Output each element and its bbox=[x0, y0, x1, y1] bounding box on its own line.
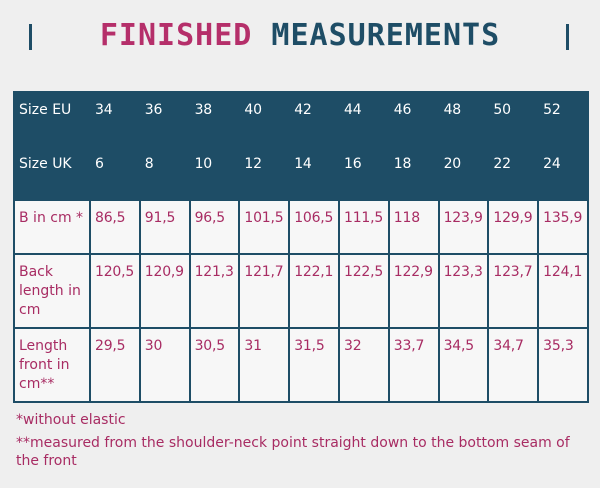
cell-front-length-7: 34,5 bbox=[437, 327, 490, 403]
cell-front-length-4: 31,5 bbox=[288, 327, 340, 403]
cell-size-uk-5: 16 bbox=[337, 145, 390, 201]
cell-back-length-4: 122,1 bbox=[288, 253, 340, 329]
cell-back-length-5: 122,5 bbox=[337, 253, 390, 329]
cell-bust-0: 86,5 bbox=[89, 199, 141, 255]
cell-size-eu-6: 46 bbox=[387, 91, 440, 147]
cell-bust-2: 96,5 bbox=[188, 199, 241, 255]
cell-front-length-0: 29,5 bbox=[89, 327, 141, 403]
title-part-measurements: MEASUREMENTS bbox=[271, 18, 501, 53]
row-label-size-eu: Size EU bbox=[13, 91, 91, 147]
row-label-bust: B in cm * bbox=[13, 199, 91, 255]
cell-bust-6: 118 bbox=[387, 199, 440, 255]
cell-front-length-6: 33,7 bbox=[387, 327, 440, 403]
cell-size-uk-9: 24 bbox=[537, 145, 589, 201]
cell-bust-9: 135,9 bbox=[537, 199, 589, 255]
cell-front-length-9: 35,3 bbox=[537, 327, 589, 403]
cell-size-eu-9: 52 bbox=[537, 91, 589, 147]
cell-bust-4: 106,5 bbox=[288, 199, 340, 255]
row-label-size-uk: Size UK bbox=[13, 145, 91, 201]
cell-back-length-3: 121,7 bbox=[238, 253, 291, 329]
cell-size-uk-3: 12 bbox=[238, 145, 291, 201]
cell-size-uk-7: 20 bbox=[437, 145, 490, 201]
table-row-size-eu: Size EU 34 36 38 40 42 44 46 48 50 52 bbox=[13, 91, 589, 147]
cell-front-length-5: 32 bbox=[337, 327, 390, 403]
title-row: FINISHED MEASUREMENTS bbox=[0, 12, 600, 62]
table-row-size-uk: Size UK 6 8 10 12 14 16 18 20 22 24 bbox=[13, 145, 589, 201]
cell-size-eu-4: 42 bbox=[288, 91, 340, 147]
cell-size-eu-3: 40 bbox=[238, 91, 291, 147]
cell-back-length-6: 122,9 bbox=[387, 253, 440, 329]
table-row-back-length: Back length in cm 120,5 120,9 121,3 121,7 122… bbox=[13, 253, 589, 329]
cell-size-eu-2: 38 bbox=[188, 91, 241, 147]
footnote-front-length: **measured from the shoulder-neck point … bbox=[16, 435, 570, 469]
title-left-bar bbox=[29, 24, 32, 50]
cell-size-eu-5: 44 bbox=[337, 91, 390, 147]
table-row-bust: B in cm * 86,5 91,5 96,5 101,5 106,5 111,5 118 1… bbox=[13, 199, 589, 255]
cell-size-eu-7: 48 bbox=[437, 91, 490, 147]
cell-front-length-2: 30,5 bbox=[188, 327, 241, 403]
cell-bust-3: 101,5 bbox=[238, 199, 291, 255]
cell-back-length-1: 120,9 bbox=[138, 253, 191, 329]
cell-size-eu-8: 50 bbox=[487, 91, 540, 147]
cell-back-length-9: 124,1 bbox=[537, 253, 589, 329]
cell-size-uk-1: 8 bbox=[138, 145, 191, 201]
cell-back-length-0: 120,5 bbox=[89, 253, 141, 329]
cell-size-eu-1: 36 bbox=[138, 91, 191, 147]
cell-size-uk-6: 18 bbox=[387, 145, 440, 201]
cell-bust-1: 91,5 bbox=[138, 199, 191, 255]
row-label-front-length: Length front in cm** bbox=[13, 327, 91, 403]
row-label-back-length: Back length in cm bbox=[13, 253, 91, 329]
cell-size-uk-0: 6 bbox=[89, 145, 141, 201]
footnotes: *without elastic **measured from the sho… bbox=[16, 411, 586, 470]
title-part-finished: FINISHED bbox=[99, 18, 253, 53]
cell-back-length-7: 123,3 bbox=[437, 253, 490, 329]
cell-size-uk-8: 22 bbox=[487, 145, 540, 201]
cell-front-length-3: 31 bbox=[238, 327, 291, 403]
cell-bust-8: 129,9 bbox=[487, 199, 540, 255]
page-title: FINISHED MEASUREMENTS bbox=[0, 18, 600, 54]
title-right-bar bbox=[566, 24, 569, 50]
cell-bust-7: 123,9 bbox=[437, 199, 490, 255]
cell-size-uk-2: 10 bbox=[188, 145, 241, 201]
table-row-front-length: Length front in cm** 29,5 30 30,5 31 31,5 32 33… bbox=[13, 327, 589, 403]
cell-back-length-8: 123,7 bbox=[487, 253, 540, 329]
measurements-table: Size EU 34 36 38 40 42 44 46 48 50 52 Size UK 6 8 10 12… bbox=[13, 91, 589, 403]
cell-size-uk-4: 14 bbox=[288, 145, 340, 201]
cell-front-length-8: 34,7 bbox=[487, 327, 540, 403]
footnote-elastic: *without elastic bbox=[16, 412, 126, 428]
cell-size-eu-0: 34 bbox=[89, 91, 141, 147]
cell-back-length-2: 121,3 bbox=[188, 253, 241, 329]
cell-bust-5: 111,5 bbox=[337, 199, 390, 255]
cell-front-length-1: 30 bbox=[138, 327, 191, 403]
